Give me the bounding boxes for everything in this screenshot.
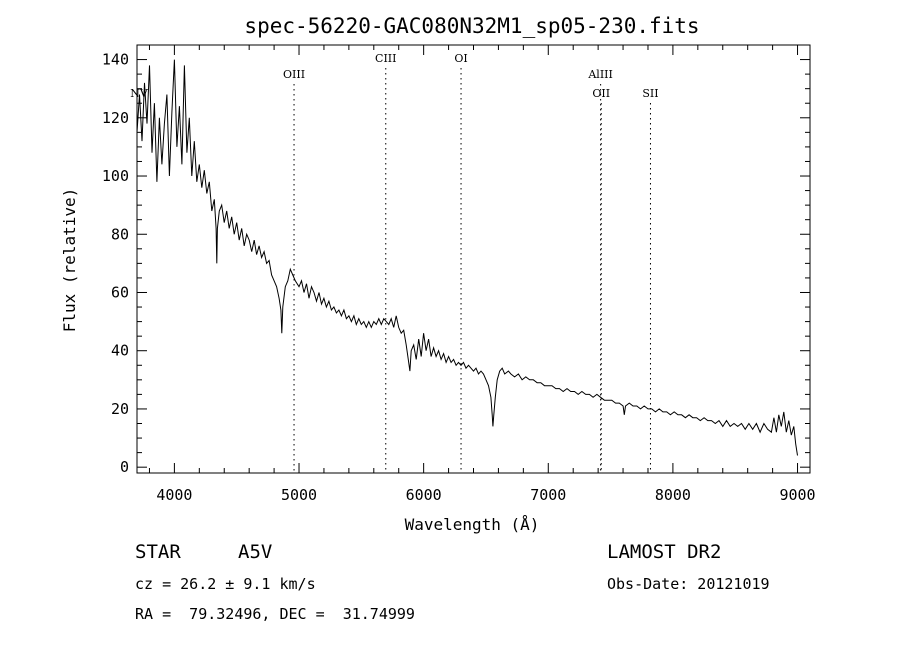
chart-title: spec-56220-GAC080N32M1_sp05-230.fits: [244, 14, 699, 38]
sky-coordinates: RA = 79.32496, DEC = 31.74999: [135, 605, 415, 623]
spectrum-line: [136, 59, 798, 456]
marker-label: AlIII: [587, 68, 613, 81]
y-tick-label: 0: [120, 458, 129, 476]
marker-label: SII: [642, 87, 658, 100]
x-tick-label: 9000: [779, 486, 815, 504]
y-axis-label: Flux (relative): [60, 188, 79, 333]
x-axis-label: Wavelength (Å): [405, 515, 540, 534]
y-tick-label: 140: [102, 51, 129, 69]
x-axis: 4000 5000 6000 7000 8000 9000: [148, 45, 816, 504]
x-tick-label: 6000: [406, 486, 442, 504]
object-subclass: A5V: [238, 541, 273, 563]
y-tick-label: 20: [111, 400, 129, 418]
marker-label: OIII: [283, 68, 305, 81]
survey-name: LAMOST DR2: [607, 541, 722, 563]
y-axis: 0 20 40 60 80 100 120 140: [102, 51, 810, 476]
object-class: STAR: [135, 541, 181, 563]
y-tick-label: 120: [102, 109, 129, 127]
y-tick-label: 60: [111, 283, 129, 301]
plot-border: [136, 44, 811, 474]
x-tick-label: 7000: [530, 486, 566, 504]
x-tick-label: 5000: [281, 486, 317, 504]
y-tick-label: 40: [111, 342, 129, 360]
redshift-velocity: cz = 26.2 ± 9.1 km/s: [135, 575, 316, 593]
y-tick-label: 100: [102, 167, 129, 185]
marker-label: CIII: [375, 52, 396, 65]
marker-label: OI: [454, 52, 467, 65]
observation-date: Obs-Date: 20121019: [607, 575, 770, 593]
marker-label: OII: [592, 87, 610, 100]
y-tick-label: 80: [111, 225, 129, 243]
x-tick-label: 8000: [655, 486, 691, 504]
x-tick-label: 4000: [156, 486, 192, 504]
plot-frame: [136, 44, 811, 474]
